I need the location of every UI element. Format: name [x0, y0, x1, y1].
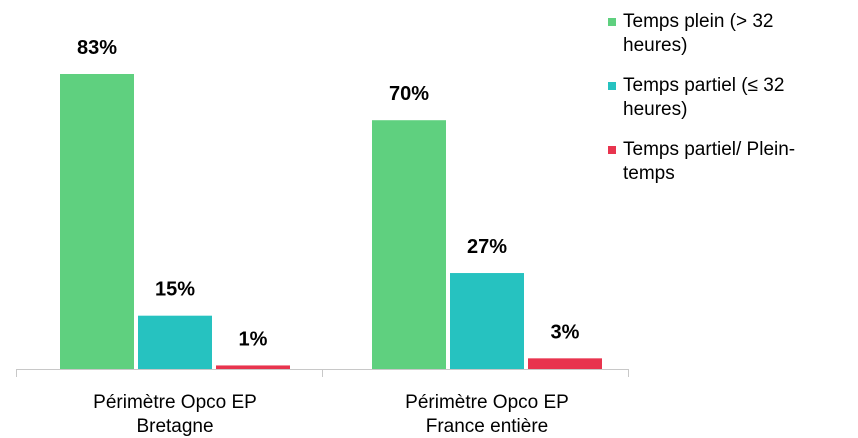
x-axis [16, 369, 629, 377]
data-label-2-2: 27% [467, 236, 507, 258]
category-label-1-line-2: Bretagne [136, 416, 213, 437]
legend-swatch-1 [608, 18, 616, 26]
legend: Temps plein (> 32 heures) Temps partiel (≤… [608, 10, 853, 202]
legend-label-3-line-1: Temps partiel/ Plein- [623, 139, 796, 160]
legend-label-3-line-2: temps [623, 163, 675, 184]
legend-label-2-line-1: Temps partiel (≤ 32 [623, 75, 785, 96]
data-label-2-3: 3% [551, 321, 580, 343]
bars-group [60, 74, 602, 369]
legend-item-2: Temps partiel (≤ 32 heures) [608, 74, 853, 122]
category-label-1-line-1: Périmètre Opco EP [93, 392, 257, 413]
legend-label-1-line-1: Temps plein (> 32 [623, 11, 774, 32]
category-labels-group: Périmètre Opco EP Bretagne Périmètre Opco … [93, 392, 569, 437]
category-label-2-line-2: France entière [426, 416, 549, 437]
bar-1-1 [60, 74, 134, 369]
data-label-2-1: 70% [389, 83, 429, 105]
bar-2-1 [372, 120, 446, 369]
bar-2-2 [450, 273, 524, 369]
legend-swatch-3 [608, 146, 616, 154]
data-label-1-1: 83% [77, 37, 117, 59]
data-labels-group: 83% 15% 1% 70% 27% 3% [77, 37, 580, 350]
legend-label-2-line-2: heures) [623, 99, 688, 120]
category-label-2-line-1: Périmètre Opco EP [405, 392, 569, 413]
data-label-1-2: 15% [155, 279, 195, 301]
bar-1-2 [138, 315, 212, 369]
bar-2-3 [528, 358, 602, 369]
legend-item-3: Temps partiel/ Plein-temps [608, 138, 853, 186]
legend-item-1: Temps plein (> 32 heures) [608, 10, 853, 58]
legend-label-1-line-2: heures) [623, 35, 688, 56]
bar-1-3 [216, 365, 290, 369]
data-label-1-3: 1% [239, 328, 268, 350]
legend-swatch-2 [608, 82, 616, 90]
